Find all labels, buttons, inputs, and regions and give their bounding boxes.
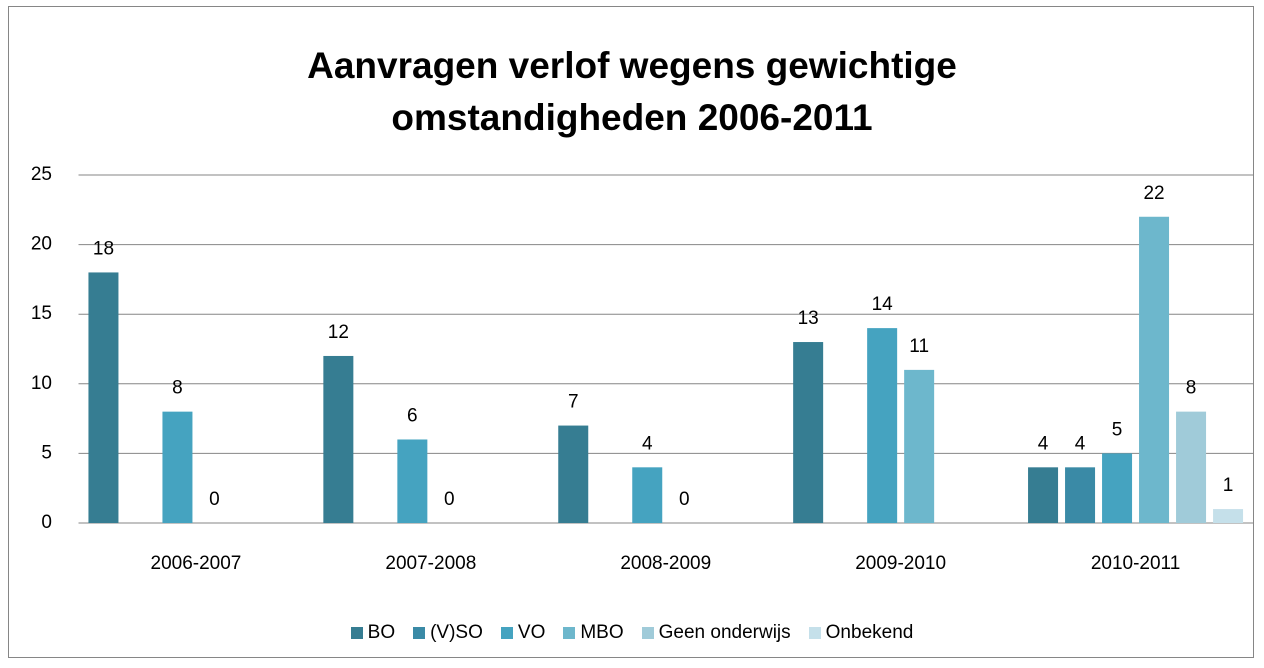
data-label: 0 [679, 489, 690, 510]
data-label: 12 [328, 322, 349, 343]
legend-label: VO [517, 622, 546, 643]
legend-item: Onbekend [808, 622, 914, 644]
data-label: 18 [93, 238, 114, 259]
x-tick-label: 2007-2008 [385, 553, 476, 574]
legend-item: MBO [563, 622, 624, 644]
y-tick-label: 25 [31, 164, 52, 185]
y-tick-label: 20 [31, 234, 52, 255]
data-label: 8 [172, 378, 183, 399]
chart-border [8, 6, 1254, 658]
data-label: 14 [872, 294, 894, 315]
legend-swatch [808, 627, 821, 639]
bar [558, 425, 589, 523]
bar [1176, 411, 1207, 523]
bar [632, 467, 663, 523]
data-label: 4 [1075, 433, 1086, 454]
bar [1102, 453, 1133, 523]
data-label: 0 [444, 489, 455, 510]
bar [1139, 216, 1170, 523]
legend-swatch [563, 627, 576, 639]
data-label: 1 [1223, 475, 1234, 496]
bar [323, 355, 354, 523]
bar [162, 411, 193, 523]
bar [88, 272, 119, 523]
bar [1028, 467, 1059, 523]
x-tick-label: 2008-2009 [620, 553, 711, 574]
bar [1065, 467, 1096, 523]
chart-title: Aanvragen verlof wegens gewichtige omsta… [307, 45, 957, 138]
data-label: 7 [568, 392, 579, 413]
data-label: 22 [1143, 183, 1164, 204]
legend-swatch [641, 627, 654, 639]
legend-swatch [413, 627, 426, 639]
legend-item: BO [350, 622, 396, 644]
y-tick-label: 5 [41, 442, 52, 463]
legend-item: Geen onderwijs [641, 622, 791, 644]
data-label: 0 [209, 489, 220, 510]
bar [867, 328, 898, 523]
legend-label: BO [367, 622, 396, 643]
bar [397, 439, 428, 523]
y-tick-label: 10 [31, 373, 52, 394]
data-label: 8 [1186, 378, 1197, 399]
y-tick-label: 0 [41, 512, 52, 533]
legend-swatch [500, 627, 513, 639]
data-label: 4 [642, 433, 653, 454]
data-label: 11 [909, 336, 929, 357]
bar [793, 342, 824, 523]
y-tick-label: 15 [31, 303, 52, 324]
bar [904, 369, 935, 523]
data-label: 4 [1038, 433, 1049, 454]
legend: BO (V)SO VO MBO Geen onderwijs Onbekend [0, 622, 1264, 644]
legend-label: MBO [580, 622, 624, 643]
data-label: 6 [407, 405, 418, 426]
x-tick-label: 2010-2011 [1091, 553, 1180, 574]
data-label: 13 [798, 308, 819, 329]
legend-label: Onbekend [825, 622, 914, 643]
legend-item: (V)SO [413, 622, 483, 644]
legend-swatch [350, 627, 363, 639]
bar [1213, 509, 1244, 523]
x-tick-label: 2006-2007 [151, 553, 242, 574]
data-label: 5 [1112, 419, 1123, 440]
legend-label: (V)SO [430, 622, 483, 643]
x-tick-label: 2009-2010 [855, 553, 946, 574]
legend-item: VO [500, 622, 546, 644]
legend-label: Geen onderwijs [658, 622, 791, 643]
